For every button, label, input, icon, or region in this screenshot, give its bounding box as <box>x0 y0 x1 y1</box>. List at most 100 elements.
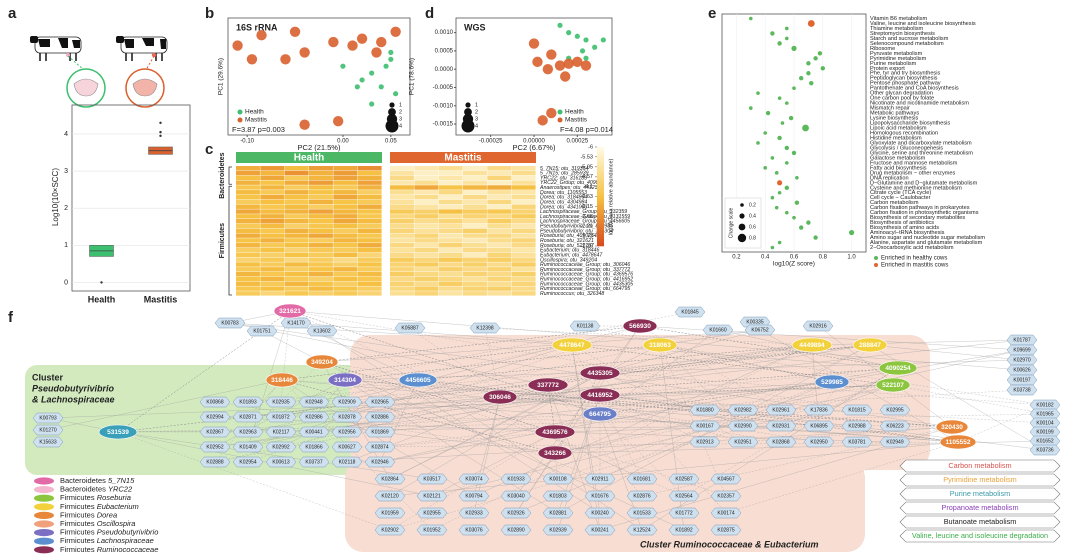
heatmap-cell <box>284 218 309 224</box>
ko-node <box>331 456 363 468</box>
network-edge <box>554 349 1023 454</box>
x-tick-label: 0.2 <box>732 255 741 261</box>
heatmap-cell <box>390 209 414 214</box>
heatmap-cell <box>260 276 285 282</box>
network-edge <box>247 325 641 463</box>
ko-node <box>879 436 911 448</box>
heatmap-cell <box>487 262 512 267</box>
taxa-label: 566930 <box>629 323 651 330</box>
ko-node <box>569 320 601 332</box>
heatmap-cell <box>333 218 358 224</box>
ko-label: K13602 <box>313 329 330 335</box>
legend-swatch <box>34 537 54 545</box>
heatmap-cell <box>333 175 358 181</box>
heatmap-cell <box>260 262 285 267</box>
network-edge <box>659 344 833 383</box>
colorbar-label: -3.63 <box>580 194 593 200</box>
cluster-label: Cluster Ruminococcaceae & Eubacterium <box>640 539 819 549</box>
point <box>246 54 258 65</box>
heatmap-cell <box>487 271 512 277</box>
ko-node <box>765 420 797 432</box>
colorbar-segment <box>597 191 604 195</box>
taxa-node <box>852 337 888 353</box>
colorbar-title: log10(Taxa relative abundance) <box>608 158 614 235</box>
colorbar-segment <box>597 201 604 205</box>
heatmap-cell <box>438 194 463 200</box>
heatmap-cell <box>260 281 285 286</box>
ko-label: K01138 <box>577 324 594 330</box>
row-label: One carbon pool by folate <box>870 96 934 102</box>
legend-label: Pyrimidine metabolism <box>943 475 1016 484</box>
network-edge <box>214 367 899 433</box>
ko-label: K00104 <box>1036 421 1053 427</box>
ko-label: K02955 <box>423 511 440 517</box>
point <box>354 84 360 90</box>
ko-label: K02939 <box>549 528 566 534</box>
heatmap-cell <box>487 252 512 258</box>
dot <box>777 135 782 141</box>
ko-node <box>802 320 834 332</box>
heatmap-cell <box>390 271 414 277</box>
ko-node <box>199 396 231 408</box>
dot <box>809 81 814 86</box>
legend-label: Enriched in mastitis cows <box>881 263 948 269</box>
plot-frame <box>227 17 411 136</box>
x-tick-label: -0.10 <box>240 139 254 145</box>
ko-node <box>841 404 873 416</box>
row-label: Dorea; otu_4304984 <box>540 199 587 205</box>
heatmap-cell <box>390 185 414 190</box>
row-label: Ruminococcaceae_Group; otu_306046 <box>540 262 630 268</box>
heatmap-cell <box>236 170 260 176</box>
heatmap-cell <box>487 228 512 234</box>
network-edge <box>379 401 959 443</box>
size-legend-label: 4 <box>475 123 478 129</box>
heatmap-cell <box>284 233 309 238</box>
ko-label: K02117 <box>273 430 290 436</box>
ko-node <box>803 420 835 432</box>
network-edge <box>379 381 833 433</box>
size-legend-dot <box>738 223 746 231</box>
size-legend-dot <box>389 102 395 108</box>
network-edge <box>247 394 601 403</box>
point <box>546 107 557 119</box>
heatmap-cell <box>357 238 382 243</box>
legend-genus: Eubacterium <box>97 502 139 511</box>
taxa-node <box>527 377 569 393</box>
heatmap-cell <box>309 209 333 214</box>
legend-label: Firmicutes Eubacterium <box>60 502 139 511</box>
heatmap-cell <box>260 267 285 272</box>
row-label: Pseudobutyrivibrio; otu_529985 <box>540 224 613 230</box>
heatmap-cell <box>511 233 536 238</box>
ko-node <box>710 507 742 519</box>
heatmap-cell <box>357 204 382 209</box>
ko-label: K02867 <box>206 430 223 436</box>
row-label: Fructose and mannose metabolism <box>870 160 958 166</box>
size-legend-label: 0.4 <box>749 213 756 219</box>
heatmap-cell <box>438 271 463 277</box>
ko-label: K01933 <box>507 477 524 483</box>
heatmap-cell <box>511 243 536 248</box>
taxa-label: 4090254 <box>885 365 911 372</box>
legend-label: Mastitis <box>565 117 588 124</box>
heatmap-cell <box>463 243 487 248</box>
heatmap-cell <box>309 194 333 200</box>
heatmap-cell <box>284 257 309 262</box>
heatmap-cell <box>414 228 439 234</box>
heatmap-cell <box>414 185 439 190</box>
network-edge <box>214 384 894 418</box>
point <box>369 70 375 76</box>
heatmap-cell <box>284 247 309 253</box>
heatmap-cell <box>414 271 439 277</box>
network-edge <box>295 322 899 369</box>
point <box>563 58 574 69</box>
heatmap-cell <box>260 257 285 262</box>
row-label: Lachnospiraceae_Group; otu_4456605 <box>540 219 630 225</box>
heatmap-cell <box>438 166 463 171</box>
heatmap-cell <box>284 243 309 248</box>
heatmap-cell <box>463 257 487 262</box>
taxa-node <box>582 406 618 422</box>
heatmap-cell <box>357 276 382 282</box>
heatmap-cell <box>487 185 512 190</box>
heatmap-cell <box>284 190 309 195</box>
point <box>537 115 548 126</box>
